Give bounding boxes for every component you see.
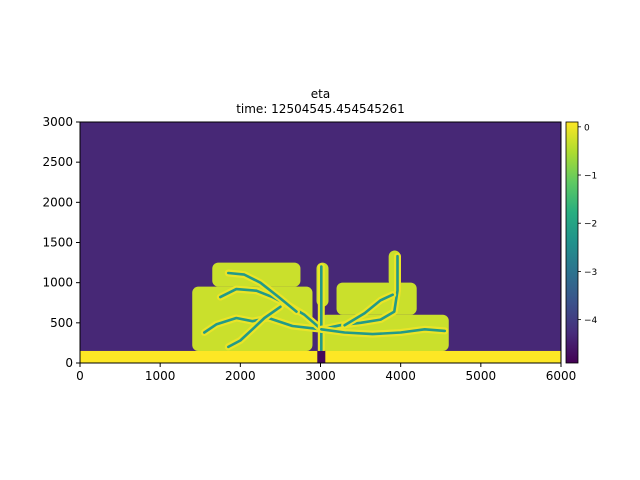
colorbar-tick-label: −3 bbox=[584, 268, 597, 278]
channel-path bbox=[227, 271, 298, 313]
channel-path bbox=[343, 293, 394, 327]
colorbar-tick-label: −4 bbox=[584, 316, 598, 326]
channel-network bbox=[200, 252, 449, 355]
colorbar-ticks: 0 −1 −2 −3 −4 bbox=[578, 123, 598, 326]
deposit-lobe bbox=[336, 282, 417, 315]
heatmap-plot-area bbox=[79, 121, 562, 364]
x-tick-label: 3000 bbox=[305, 369, 336, 383]
x-tick-label: 1000 bbox=[145, 369, 176, 383]
channel-path bbox=[320, 328, 447, 336]
y-tick-label: 2000 bbox=[42, 195, 73, 209]
y-tick-label: 500 bbox=[50, 316, 73, 330]
y-tick-label: 1000 bbox=[42, 276, 73, 290]
chart-title: eta bbox=[311, 87, 330, 101]
channel-path bbox=[320, 254, 399, 331]
y-tick-label: 2500 bbox=[42, 155, 73, 169]
x-axis: 0 1000 2000 3000 4000 5000 6000 bbox=[76, 363, 576, 383]
colorbar-tick-label: −1 bbox=[584, 172, 597, 182]
x-tick-label: 6000 bbox=[546, 369, 577, 383]
colorbar-frame bbox=[565, 121, 579, 364]
x-tick-label: 0 bbox=[76, 369, 84, 383]
colorbar-tick-label: −2 bbox=[584, 220, 597, 230]
y-tick-label: 1500 bbox=[42, 236, 73, 250]
colorbar-tick-label: 0 bbox=[584, 123, 590, 133]
colorbar-gradient bbox=[566, 122, 578, 363]
y-axis: 0 500 1000 1500 2000 2500 3000 bbox=[42, 115, 80, 370]
channel-path bbox=[219, 287, 323, 331]
x-tick-label: 5000 bbox=[466, 369, 497, 383]
channel-path bbox=[227, 305, 282, 349]
y-tick-label: 3000 bbox=[42, 115, 73, 129]
chart-subtitle: time: 12504545.454545261 bbox=[236, 102, 405, 116]
inlet-channel bbox=[317, 350, 326, 363]
deposit-lobe bbox=[212, 262, 301, 287]
colorbar: 0 −1 −2 −3 −4 bbox=[565, 121, 598, 364]
y-tick-label: 0 bbox=[65, 356, 73, 370]
x-tick-label: 2000 bbox=[225, 369, 256, 383]
x-tick-label: 4000 bbox=[385, 369, 416, 383]
